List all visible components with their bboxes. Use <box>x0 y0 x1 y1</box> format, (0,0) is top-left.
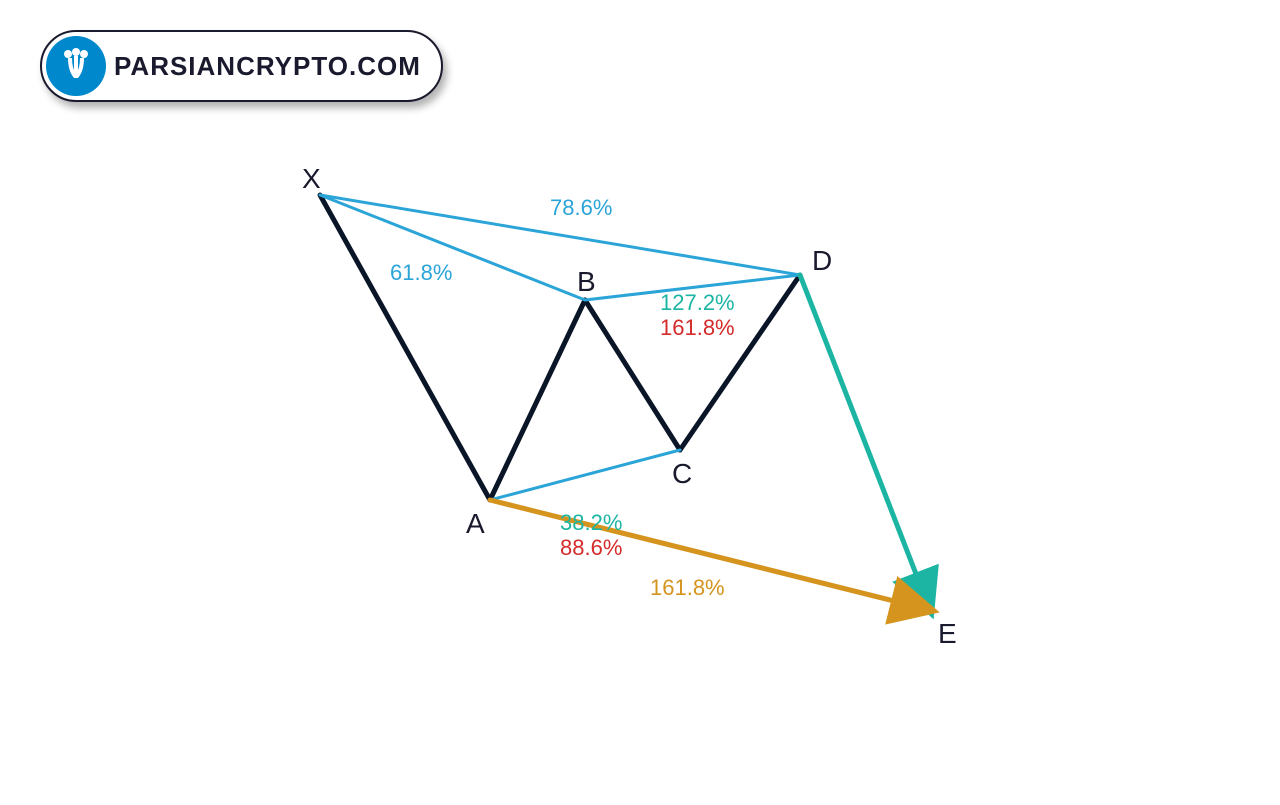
ratio-label-0: 78.6% <box>550 195 612 221</box>
line-X-A <box>320 195 490 500</box>
ratio-label-3: 161.8% <box>660 315 735 341</box>
point-label-A: A <box>466 508 485 540</box>
ratio-label-4: 38.2% <box>560 510 622 536</box>
ratio-label-6: 161.8% <box>650 575 725 601</box>
ratio-label-5: 88.6% <box>560 535 622 561</box>
line-A-B <box>490 300 585 500</box>
point-label-C: C <box>672 458 692 490</box>
line-D-E <box>800 275 930 610</box>
ratio-label-2: 127.2% <box>660 290 735 316</box>
line-X-B <box>320 195 585 300</box>
diagram-svg <box>0 0 1280 800</box>
point-label-E: E <box>938 618 957 650</box>
point-label-B: B <box>577 266 596 298</box>
harmonic-pattern-diagram: XABCDE 78.6%61.8%127.2%161.8%38.2%88.6%1… <box>0 0 1280 800</box>
point-label-D: D <box>812 245 832 277</box>
ratio-label-1: 61.8% <box>390 260 452 286</box>
line-A-C <box>490 450 680 500</box>
point-label-X: X <box>302 163 321 195</box>
